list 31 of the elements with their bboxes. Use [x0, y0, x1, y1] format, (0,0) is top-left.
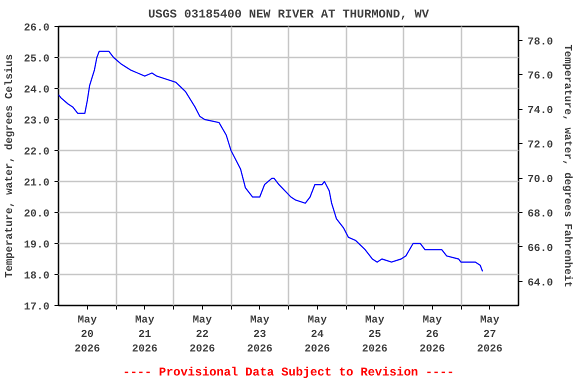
- x-tick-label: May 23 2026: [246, 314, 273, 356]
- y2-axis-title: Temperature, water, degrees Fahrenheit: [561, 44, 574, 288]
- y2-tick-label: 66.0: [528, 242, 554, 255]
- y-tick-label: 19.0: [24, 240, 50, 252]
- text: ---- Provisional Data Subject to Revision ----: [122, 366, 454, 380]
- y2-tick-label: 64.0: [528, 277, 554, 290]
- y-tick-label: 17.0: [24, 302, 50, 314]
- x-tick-label: May 25 2026: [362, 314, 388, 356]
- y-tick-label: 23.0: [24, 116, 50, 128]
- x-tick-label: May 27 2026: [476, 314, 503, 356]
- x-tick-label: May 20 2026: [74, 314, 100, 356]
- y2-tick-label: 78.0: [528, 36, 554, 48]
- x-tick-label: May 26 2026: [419, 314, 446, 356]
- x-tick-label: May 24 2026: [304, 314, 330, 356]
- line-series: [58, 50, 484, 272]
- y2-tick-label: 70.0: [528, 174, 554, 186]
- y-tick-label: 20.0: [24, 208, 50, 220]
- y2-tick-label: 76.0: [528, 70, 554, 83]
- y-tick-label: 21.0: [24, 178, 50, 190]
- y2-tick-label: 68.0: [528, 208, 554, 220]
- y-axis-title: Temperature, water, degrees Celsius: [4, 54, 16, 278]
- y-tick-label: 25.0: [24, 54, 50, 66]
- x-tick-label: May 21 2026: [132, 314, 158, 356]
- y-tick-label: 22.0: [24, 146, 50, 158]
- y-tick-label: 24.0: [24, 84, 50, 96]
- y-tick-label: 26.0: [24, 22, 50, 34]
- chart-title: USGS 03185400 NEW RIVER AT THURMOND, WV: [148, 8, 430, 22]
- y2-tick-label: 74.0: [528, 105, 554, 118]
- y-tick-label: 18.0: [24, 270, 50, 282]
- x-tick-label: May 22 2026: [189, 314, 216, 356]
- y2-tick-label: 72.0: [528, 140, 554, 152]
